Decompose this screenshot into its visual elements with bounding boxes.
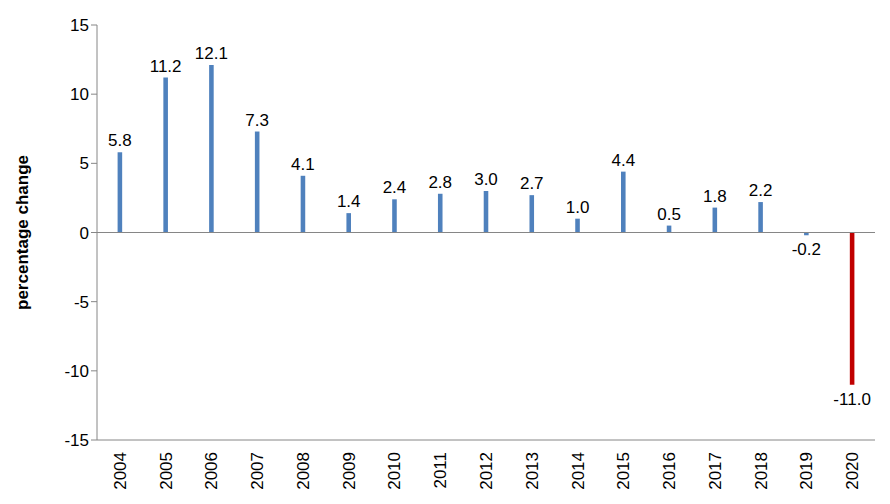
svg-text:2004: 2004 [111, 452, 130, 490]
svg-text:2006: 2006 [202, 452, 221, 490]
svg-text:2010: 2010 [385, 452, 404, 490]
svg-text:11.2: 11.2 [150, 57, 182, 76]
svg-text:2015: 2015 [614, 452, 633, 490]
svg-text:-0.2: -0.2 [792, 240, 821, 259]
svg-text:15: 15 [70, 16, 89, 35]
svg-text:2012: 2012 [477, 452, 496, 490]
svg-text:-10: -10 [64, 362, 89, 381]
svg-text:4.4: 4.4 [611, 151, 635, 170]
svg-text:2016: 2016 [660, 452, 679, 490]
svg-text:0.5: 0.5 [657, 205, 681, 224]
svg-text:1.0: 1.0 [566, 198, 590, 217]
svg-text:2.7: 2.7 [520, 174, 544, 193]
svg-text:2.4: 2.4 [383, 178, 407, 197]
svg-text:7.3: 7.3 [245, 111, 269, 130]
svg-text:3.0: 3.0 [474, 170, 498, 189]
svg-text:1.4: 1.4 [337, 192, 361, 211]
svg-text:2014: 2014 [569, 452, 588, 490]
svg-text:2011: 2011 [431, 452, 450, 489]
svg-text:-5: -5 [74, 293, 89, 312]
svg-text:2008: 2008 [294, 452, 313, 490]
svg-text:-11.0: -11.0 [833, 390, 871, 409]
svg-text:1.8: 1.8 [703, 187, 727, 206]
svg-text:percentage change: percentage change [13, 155, 32, 310]
svg-text:2.8: 2.8 [428, 173, 452, 192]
svg-text:2019: 2019 [797, 452, 816, 490]
svg-text:2013: 2013 [523, 452, 542, 490]
svg-text:2007: 2007 [248, 452, 267, 490]
svg-text:2018: 2018 [752, 452, 771, 490]
svg-text:2009: 2009 [340, 452, 359, 490]
svg-text:10: 10 [70, 85, 89, 104]
svg-text:2005: 2005 [157, 452, 176, 490]
svg-text:5.8: 5.8 [108, 131, 132, 150]
svg-text:2020: 2020 [843, 452, 862, 490]
svg-text:5: 5 [80, 154, 89, 173]
svg-text:0: 0 [80, 224, 89, 243]
svg-text:12.1: 12.1 [195, 44, 228, 63]
svg-text:2017: 2017 [706, 452, 725, 490]
svg-text:2.2: 2.2 [749, 181, 773, 200]
svg-text:-15: -15 [64, 431, 89, 450]
svg-text:4.1: 4.1 [291, 155, 315, 174]
